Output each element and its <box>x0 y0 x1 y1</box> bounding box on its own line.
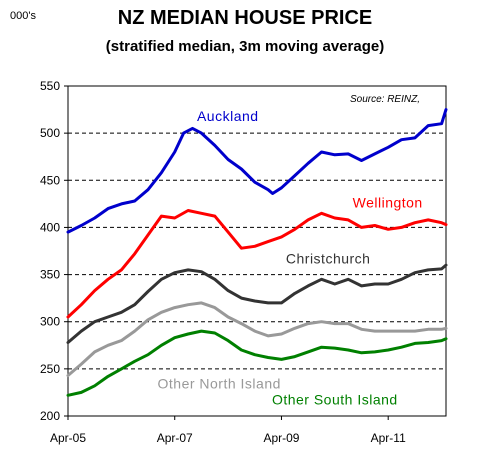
series-label-other-north-island: Other North Island <box>158 376 281 392</box>
y-tick-label: 550 <box>40 79 60 93</box>
y-tick-label: 500 <box>40 126 60 140</box>
y-tick-label: 350 <box>40 268 60 282</box>
series-line-christchurch <box>66 263 448 344</box>
y-axis-ticks: 200 250 300 350 400 450 500 550 <box>40 79 68 423</box>
source-note: Source: REINZ, <box>350 94 420 105</box>
x-tick-label: Apr-07 <box>157 431 193 445</box>
series-line-auckland <box>66 108 448 234</box>
chart-subtitle: (stratified median, 3m moving average) <box>105 38 385 55</box>
series-label-auckland: Auckland <box>197 108 259 124</box>
series-line-other-south-island <box>66 329 448 397</box>
series-label-wellington: Wellington <box>353 195 423 211</box>
x-tick-label: Apr-11 <box>371 431 406 445</box>
series-label-christchurch: Christchurch <box>286 250 371 266</box>
series-line-other-north-island <box>66 301 448 377</box>
y-tick-label: 200 <box>40 409 60 423</box>
y-unit-label: 000's <box>10 10 36 22</box>
y-tick-label: 300 <box>40 315 60 329</box>
x-tick-label: Apr-05 <box>50 431 86 445</box>
series-labels: Auckland Wellington Christchurch Other Nort… <box>158 108 423 408</box>
y-tick-label: 250 <box>40 362 60 376</box>
x-tick-label: Apr-09 <box>263 431 299 445</box>
x-axis-ticks: Apr-05 Apr-07 Apr-09 Apr-11 <box>50 416 406 445</box>
series-label-other-south-island: Other South Island <box>272 392 398 408</box>
gridlines <box>68 132 446 370</box>
chart-title: NZ MEDIAN HOUSE PRICE <box>117 7 373 29</box>
series-lines <box>66 108 448 397</box>
y-tick-label: 450 <box>40 173 60 187</box>
plot-area-frame <box>67 85 447 417</box>
series-line-wellington <box>66 209 448 319</box>
y-tick-label: 400 <box>40 220 60 234</box>
